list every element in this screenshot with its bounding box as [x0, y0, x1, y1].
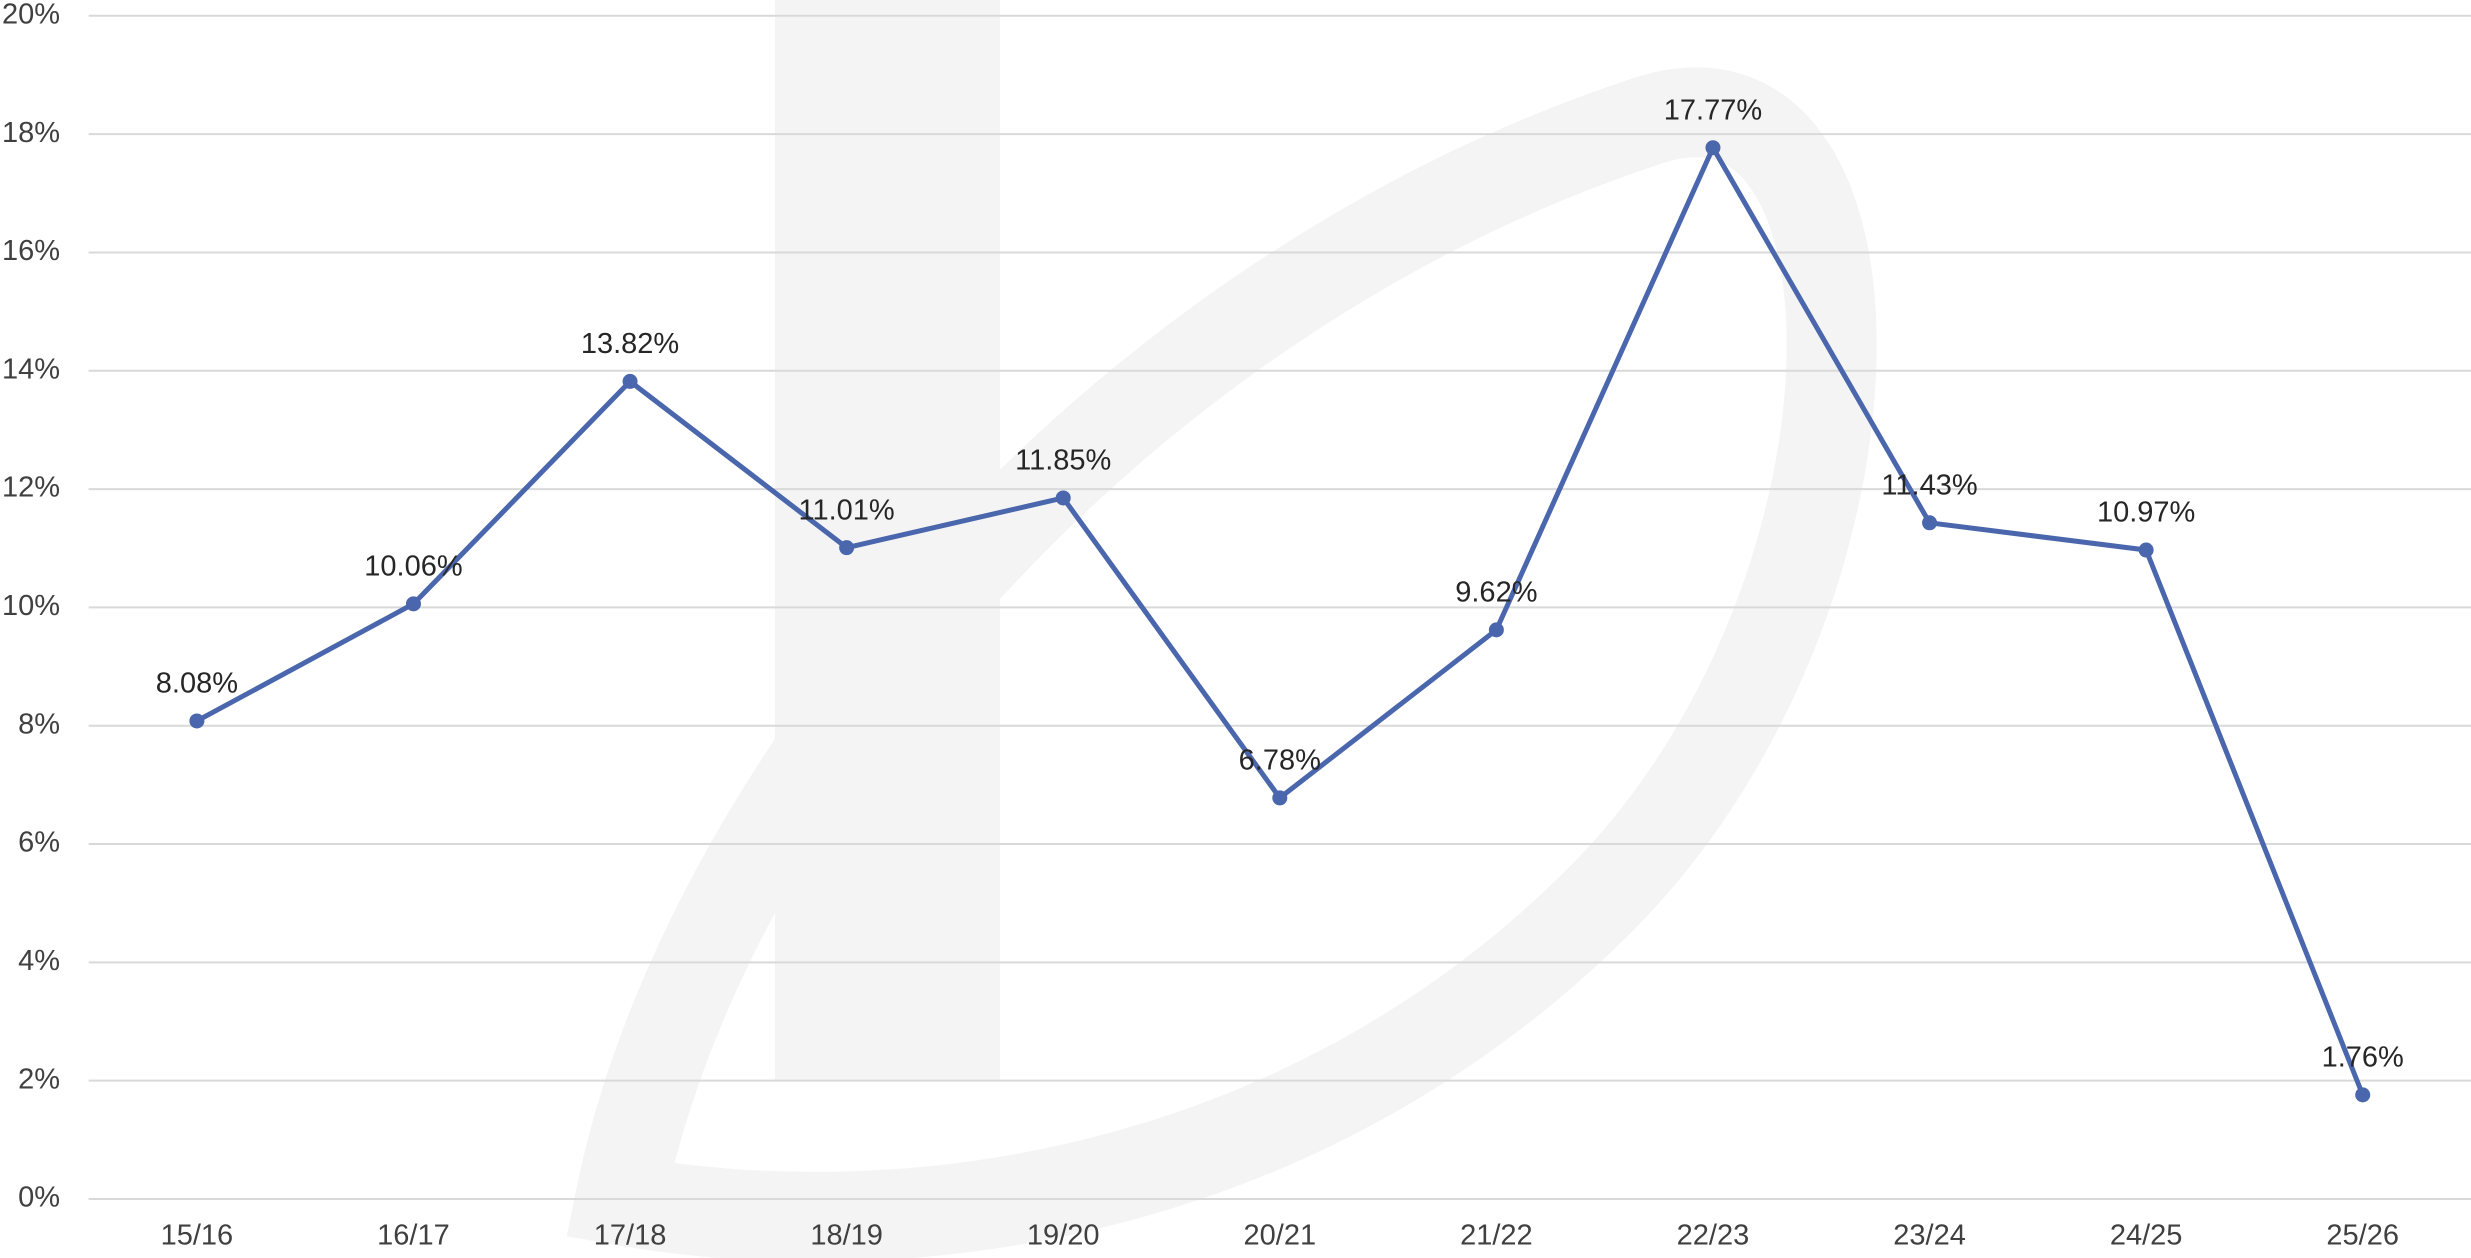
- data-label: 10.97%: [2097, 497, 2195, 529]
- y-tick-label: 18%: [2, 117, 60, 149]
- data-label: 17.77%: [1664, 94, 1762, 126]
- y-tick-label: 0%: [18, 1182, 60, 1214]
- y-tick-label: 10%: [2, 590, 60, 622]
- point: [1705, 140, 1721, 156]
- data-label: 8.08%: [156, 668, 238, 700]
- data-label: 9.62%: [1455, 577, 1537, 609]
- data-label: 11.01%: [799, 494, 895, 526]
- data-label: 11.43%: [1881, 469, 1977, 501]
- y-tick-label: 4%: [18, 945, 60, 977]
- point: [839, 540, 855, 556]
- x-tick-label: 17/18: [594, 1220, 667, 1252]
- x-tick-label: 21/22: [1460, 1220, 1533, 1252]
- point: [1488, 622, 1504, 638]
- y-tick-label: 14%: [2, 353, 60, 385]
- y-tick-label: 8%: [18, 708, 60, 740]
- x-tick-label: 25/26: [2326, 1220, 2399, 1252]
- point: [1272, 790, 1288, 806]
- y-tick-label: 16%: [2, 235, 60, 267]
- point: [2355, 1087, 2371, 1103]
- x-tick-label: 24/25: [2110, 1220, 2183, 1252]
- point: [2138, 542, 2154, 558]
- data-label: 10.06%: [364, 551, 462, 583]
- x-tick-label: 19/20: [1027, 1220, 1100, 1252]
- point: [189, 713, 205, 729]
- point: [1055, 490, 1071, 506]
- data-label: 1.76%: [2322, 1042, 2404, 1074]
- y-tick-label: 12%: [2, 472, 60, 504]
- y-tick-label: 6%: [18, 827, 60, 859]
- x-tick-label: 16/17: [377, 1220, 450, 1252]
- x-tick-label: 15/16: [161, 1220, 234, 1252]
- x-tick-label: 23/24: [1893, 1220, 1966, 1252]
- x-tick-label: 22/23: [1677, 1220, 1750, 1252]
- point: [1922, 515, 1938, 531]
- x-tick-label: 18/19: [810, 1220, 883, 1252]
- watermark: [566, 0, 1877, 1258]
- data-label: 11.85%: [1015, 445, 1111, 477]
- point: [622, 373, 638, 389]
- data-label: 13.82%: [581, 328, 679, 360]
- x-tick-label: 20/21: [1244, 1220, 1317, 1252]
- point: [405, 596, 421, 612]
- y-tick-label: 20%: [2, 0, 60, 30]
- data-label: 6.78%: [1239, 745, 1321, 777]
- watermark-shape: [566, 67, 1877, 1258]
- y-tick-label: 2%: [18, 1063, 60, 1095]
